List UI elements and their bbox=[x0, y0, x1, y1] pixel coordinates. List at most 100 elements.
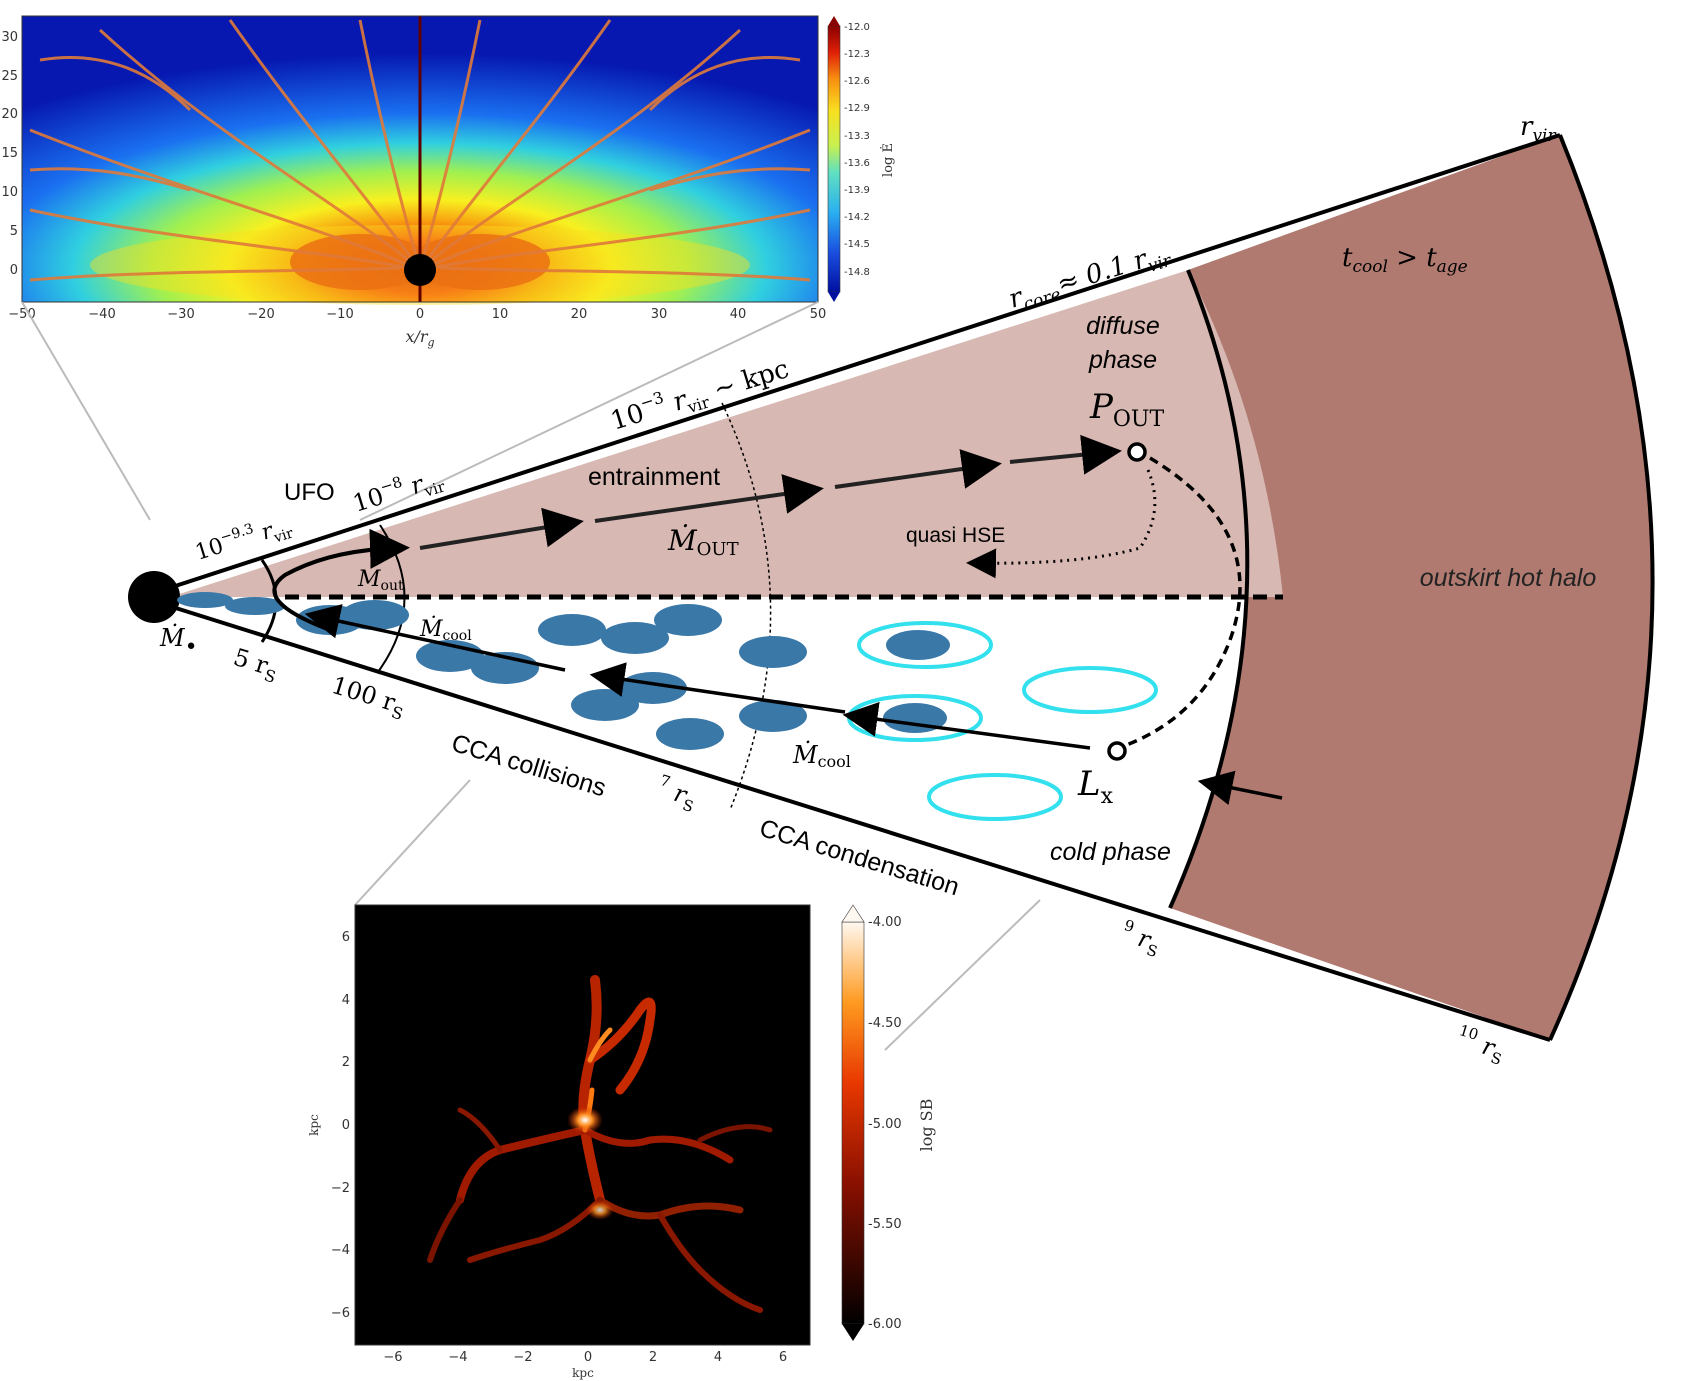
top-cb-tick: -14.8 bbox=[844, 267, 870, 278]
halo-cone: rvir rcore≈ 0.1 rvir tcool > tage 10−3 r… bbox=[128, 112, 1655, 1069]
r1e9-sub: S bbox=[1144, 941, 1159, 961]
bottom-colorbar bbox=[841, 921, 865, 1325]
bottom-x-tick: 0 bbox=[584, 1350, 592, 1365]
rvir-arc bbox=[1548, 134, 1655, 1041]
top-x-ticks: −50 −40 −30 −20 −10 0 10 20 30 40 50 bbox=[8, 307, 826, 322]
r1e10-sub: S bbox=[1489, 1049, 1504, 1069]
bottom-x-tick: 2 bbox=[649, 1350, 657, 1365]
bottom-xlabel: kpc bbox=[572, 1366, 594, 1380]
bottom-cb-tick: -6.00 bbox=[868, 1317, 902, 1332]
bottom-y-tick: 6 bbox=[342, 930, 350, 945]
lx-marker bbox=[1107, 741, 1127, 761]
mcool-inner-label: Ṁcool bbox=[419, 615, 472, 644]
bottom-y-tick: 2 bbox=[342, 1055, 350, 1070]
ring bbox=[1022, 666, 1158, 714]
top-x-tick: 30 bbox=[651, 307, 668, 322]
bottom-y-tick: −2 bbox=[331, 1181, 350, 1196]
mcool-inner-main: Ṁ bbox=[419, 615, 443, 642]
cloud bbox=[571, 689, 639, 721]
bottom-colorbar-cap-bottom bbox=[842, 1324, 864, 1341]
inflow-arrows bbox=[304, 604, 1283, 806]
bottom-colorbar-ticks: -4.00 -4.50 -5.00 -5.50 -6.00 bbox=[868, 915, 902, 1332]
top-xlabel-sub: g bbox=[428, 336, 435, 349]
top-cb-tick: -13.3 bbox=[844, 131, 870, 142]
bright-core bbox=[567, 1106, 603, 1134]
mcool-outer-label: Ṁcool bbox=[792, 740, 851, 771]
bottom-y-tick: −6 bbox=[331, 1306, 350, 1321]
cloud bbox=[177, 592, 233, 608]
diffuse-label-2: phase bbox=[1088, 346, 1157, 374]
top-colorbar-label: log Ė bbox=[879, 143, 896, 177]
rvir-sub: vir bbox=[1532, 126, 1556, 146]
outer-hot-halo bbox=[1170, 135, 1653, 1040]
top-xlabel: x/rg bbox=[405, 327, 434, 349]
top-cb-tick: -13.6 bbox=[844, 158, 870, 169]
bottom-y-tick: 4 bbox=[342, 993, 350, 1008]
top-x-tick: 20 bbox=[571, 307, 588, 322]
top-x-tick: 50 bbox=[810, 307, 827, 322]
black-hole-small bbox=[404, 254, 436, 286]
pout-label: POUT bbox=[1089, 387, 1164, 432]
mcool-inner-sub: cool bbox=[443, 628, 473, 644]
top-cb-tick: -12.6 bbox=[844, 76, 870, 87]
top-colorbar-cap-top bbox=[828, 16, 840, 26]
r100-sub: S bbox=[389, 702, 405, 723]
cone-upper-edge bbox=[162, 133, 1561, 592]
cloud bbox=[341, 600, 409, 630]
ufo-r-exp: −8 bbox=[378, 473, 404, 497]
rcore-rel-sub: vir bbox=[1146, 251, 1175, 277]
inner-r-label: 10−9.3 rvir bbox=[192, 510, 296, 570]
bottom-y-ticks: 6 4 2 0 −2 −4 −6 bbox=[331, 930, 350, 1321]
top-cb-tick: -12.3 bbox=[844, 49, 870, 60]
bottom-y-tick: 0 bbox=[342, 1118, 350, 1133]
mout-small-label: Ṁout bbox=[357, 565, 404, 594]
mbh-main: Ṁ bbox=[159, 623, 186, 652]
rvir-main: r bbox=[1520, 112, 1534, 142]
top-y-tick: 10 bbox=[1, 185, 18, 200]
ring bbox=[857, 621, 993, 669]
bottom-cb-tick: -4.00 bbox=[868, 915, 902, 930]
top-panel: 30 25 20 15 10 5 0 −50 −40 −30 −20 −10 0… bbox=[1, 15, 896, 349]
cloud bbox=[538, 614, 606, 646]
lx-sub: x bbox=[1101, 784, 1114, 809]
r1e9-label: 9 rS bbox=[1117, 916, 1164, 961]
r1e7-sub: S bbox=[680, 796, 695, 816]
bottom-frame bbox=[354, 904, 811, 1346]
top-x-tick: −50 bbox=[8, 307, 35, 322]
cloud bbox=[656, 718, 724, 750]
pout-main: P bbox=[1089, 387, 1114, 427]
cloud bbox=[739, 700, 807, 732]
ring bbox=[927, 773, 1063, 821]
cloud bbox=[654, 604, 722, 636]
top-x-tick: 40 bbox=[730, 307, 747, 322]
top-x-tick: −30 bbox=[167, 307, 194, 322]
bright-knot bbox=[586, 1200, 614, 1220]
mout-big-sub: OUT bbox=[697, 539, 739, 560]
top-colorbar-ticks: -12.0 -12.3 -12.6 -12.9 -13.3 -13.6 -13.… bbox=[844, 22, 870, 278]
diffuse-region bbox=[170, 270, 1283, 597]
outflow-arrows bbox=[419, 434, 1122, 550]
rcore-arc bbox=[1168, 269, 1250, 909]
top-x-tick: −40 bbox=[88, 307, 115, 322]
bottom-x-tick: −2 bbox=[513, 1350, 532, 1365]
cone-lower-edge bbox=[162, 602, 1551, 1042]
top-y-tick: 15 bbox=[1, 146, 18, 161]
quasi-hse-label: quasi HSE bbox=[906, 524, 1005, 547]
top-y-ticks: 30 25 20 15 10 5 0 bbox=[1, 30, 18, 278]
outskirt-label: outskirt hot halo bbox=[1420, 564, 1597, 592]
bottom-cb-tick: -5.00 bbox=[868, 1117, 902, 1132]
streamlines bbox=[29, 19, 811, 282]
bottom-cb-tick: -5.50 bbox=[868, 1217, 902, 1232]
quasi-hse-arrow bbox=[966, 469, 1157, 579]
ufo-label: UFO bbox=[284, 479, 335, 506]
top-y-tick: 5 bbox=[10, 224, 18, 239]
pout-sub: OUT bbox=[1113, 407, 1165, 432]
inner-r-exp: −9.3 bbox=[218, 521, 255, 546]
cloud bbox=[886, 630, 950, 660]
cca-condensation-label: CCA condensation bbox=[756, 814, 962, 901]
r1e10-label: 10 rS bbox=[1452, 1021, 1509, 1069]
diffuse-label-1: diffuse bbox=[1086, 312, 1160, 340]
cold-phase-label: cold phase bbox=[1050, 838, 1171, 866]
zoom-lines bbox=[21, 301, 1041, 1051]
